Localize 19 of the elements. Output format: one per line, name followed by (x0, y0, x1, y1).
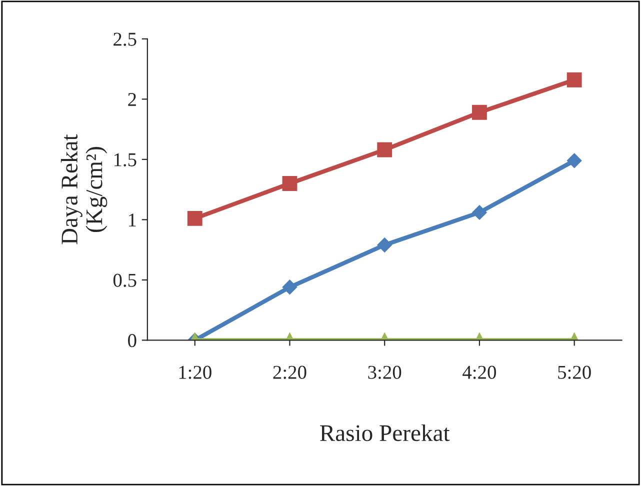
x-tick-label: 5:20 (558, 366, 591, 379)
x-tick-label: 2:20 (273, 366, 306, 379)
y-tick-label: 1 (129, 214, 136, 226)
x-tick-label: 4:20 (462, 366, 496, 379)
x-tick-label: 3:20 (368, 366, 402, 379)
point (472, 205, 487, 220)
x-axis-title: Rasio Perekat (320, 424, 450, 442)
y-tick-label: 2 (128, 93, 136, 106)
point (377, 142, 392, 158)
point (187, 211, 202, 226)
y-tick-label: 2.5 (114, 32, 136, 46)
point (566, 153, 582, 168)
point (472, 104, 487, 120)
y-tick-label: 0.5 (113, 274, 136, 287)
y-axis-title: Daya Rekat (Kg/cm²) (60, 134, 108, 244)
y-tick-label: 0 (128, 334, 136, 348)
point (282, 176, 298, 191)
x-tick-label: 1:20 (179, 366, 212, 379)
y-tick-label: 1.5 (114, 153, 136, 166)
